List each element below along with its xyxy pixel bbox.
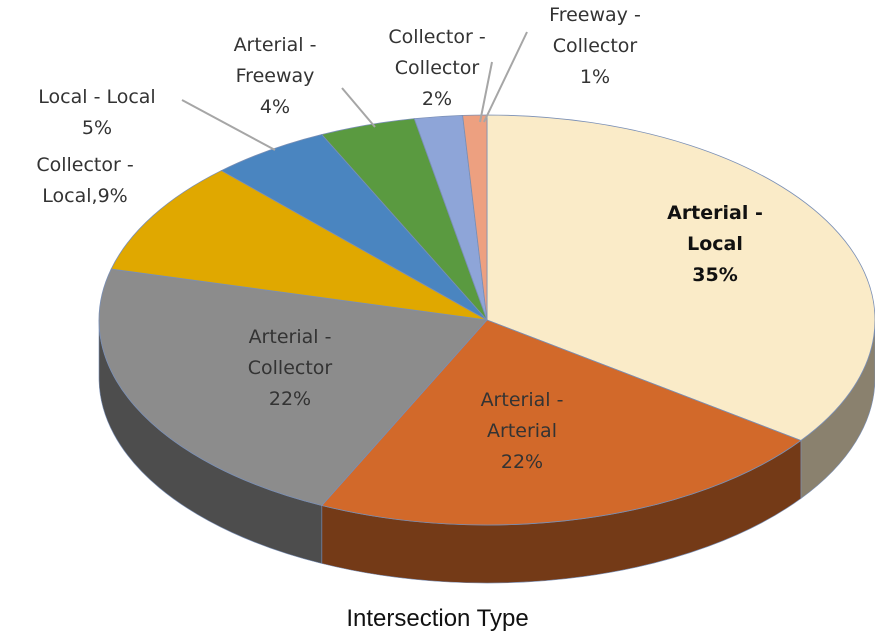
- label-name: Collector - Local: [36, 154, 134, 207]
- slice: [110, 170, 488, 321]
- label-value: 22%: [268, 388, 312, 410]
- label-name: Arterial - Collector: [247, 326, 333, 379]
- label-name: Freeway - Collector: [549, 4, 641, 57]
- label-name: Arterial - Local: [667, 202, 763, 255]
- data-label: Arterial - Collector 22%: [210, 322, 370, 415]
- data-label: Arterial - Arterial 22%: [447, 385, 597, 478]
- label-name: Arterial - Freeway: [233, 34, 317, 87]
- data-label: Arterial - Local 35%: [640, 198, 790, 291]
- leader-line: [181, 99, 276, 151]
- label-value: 35%: [692, 264, 738, 286]
- leader-line: [341, 87, 376, 128]
- label-name: Collector - Collector: [388, 26, 486, 79]
- label-value: 5%: [81, 117, 113, 139]
- label-value: 22%: [500, 451, 544, 473]
- label-value: 4%: [259, 96, 291, 118]
- slice: [98, 268, 488, 506]
- slice: [486, 114, 875, 441]
- leader-line: [483, 31, 528, 123]
- leader-line: [479, 61, 493, 123]
- label-name: Arterial - Arterial: [480, 389, 564, 442]
- label-value: 1%: [579, 66, 611, 88]
- data-label: Freeway - Collector 1%: [525, 0, 665, 93]
- label-value: ,9%: [91, 185, 128, 207]
- data-label: Arterial - Freeway 4%: [210, 30, 340, 123]
- label-name: Local - Local: [38, 86, 156, 108]
- data-label: Collector - Collector 2%: [367, 22, 507, 115]
- label-value: 2%: [421, 88, 453, 110]
- chart-title: Intersection Type: [346, 605, 529, 632]
- data-label: Local - Local 5%: [7, 82, 187, 144]
- data-label: Collector - Local,9%: [10, 150, 160, 212]
